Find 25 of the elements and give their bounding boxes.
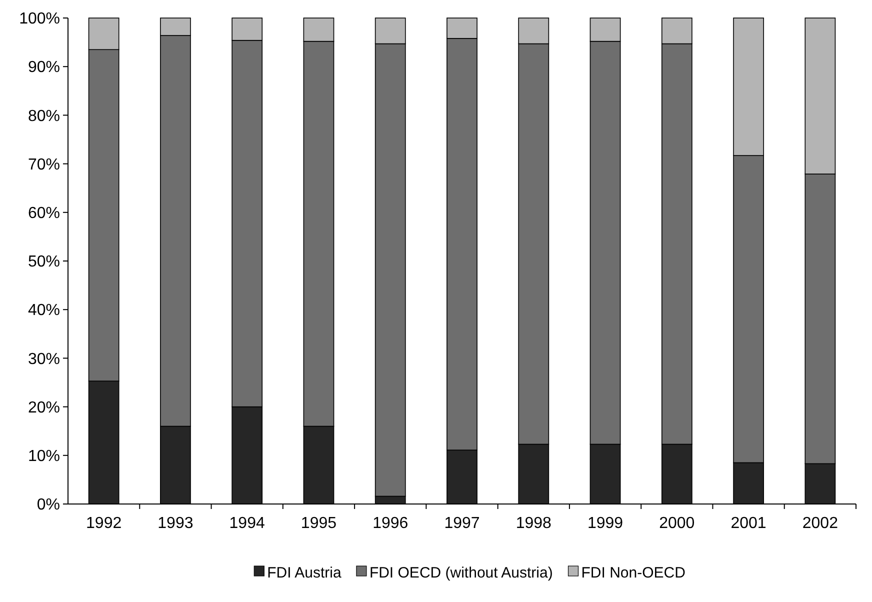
x-tick-label: 1996 [372,515,408,532]
x-tick-label: 2002 [802,515,838,532]
x-tick-label: 1998 [516,515,552,532]
legend-label: FDI Non-OECD [581,564,686,582]
y-tick-label: 50% [28,254,60,271]
x-tick-label: 1993 [158,515,194,532]
legend-label: FDI Austria [267,564,342,582]
y-tick-label: 10% [28,448,60,465]
y-tick-label: 20% [28,399,60,416]
x-tick-label: 1999 [587,515,624,532]
y-tick-label: 80% [28,108,60,125]
y-tick-label: 90% [28,59,60,76]
x-tick-label: 2001 [730,515,766,532]
y-tick-label: 0% [36,496,60,514]
x-tick-label: 2000 [659,515,695,532]
x-tick-label: 1994 [229,515,265,532]
x-tick-label: 1992 [86,515,122,532]
y-tick-label: 70% [28,156,60,174]
y-tick-label: 30% [28,350,60,368]
y-tick-label: 100% [19,10,60,28]
x-tick-label: 1995 [300,515,337,532]
x-tick-label: 1997 [444,515,480,532]
y-tick-label: 40% [28,302,60,320]
y-tick-label: 60% [28,205,60,222]
legend-label: FDI OECD (without Austria) [369,564,553,582]
